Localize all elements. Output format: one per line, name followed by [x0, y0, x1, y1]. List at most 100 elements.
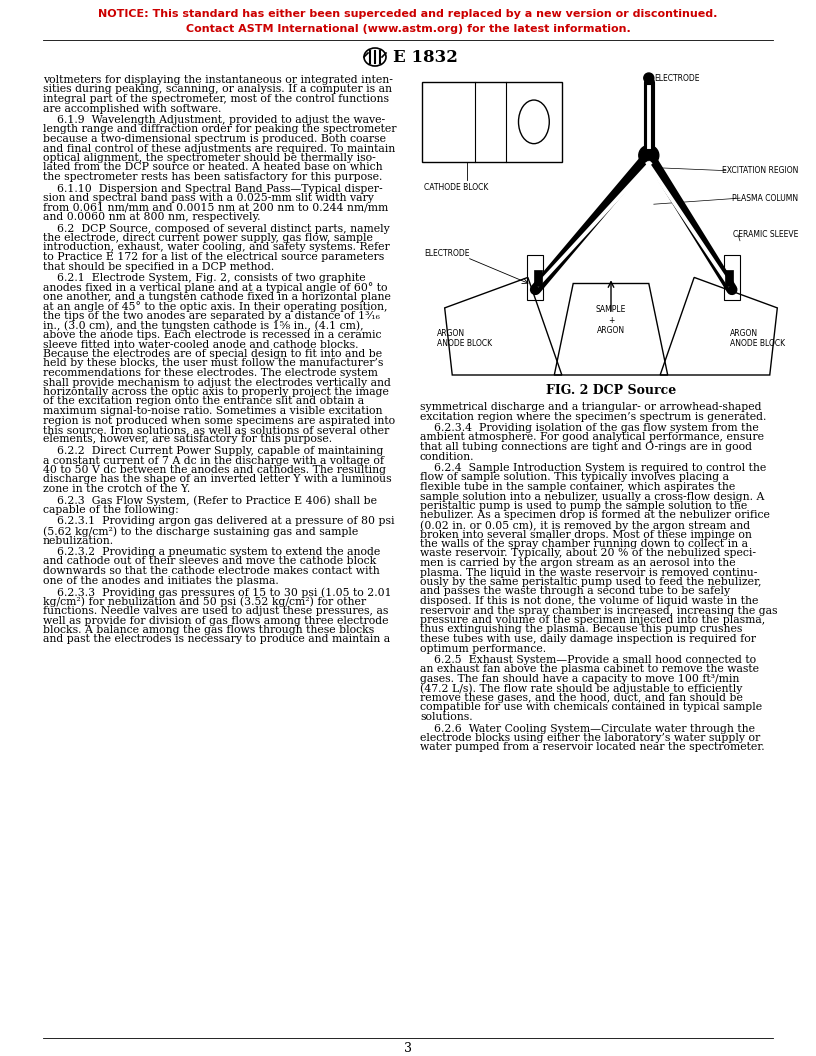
Text: ARGON
ANODE BLOCK: ARGON ANODE BLOCK [730, 328, 785, 348]
Text: 6.2.2  Direct Current Power Supply, capable of maintaining: 6.2.2 Direct Current Power Supply, capab… [43, 446, 384, 456]
Text: 6.2.3.4  Providing isolation of the gas flow system from the: 6.2.3.4 Providing isolation of the gas f… [420, 423, 759, 433]
Text: optical alignment, the spectrometer should be thermally iso-: optical alignment, the spectrometer shou… [43, 153, 375, 163]
Text: 6.1.9  Wavelength Adjustment, provided to adjust the wave-: 6.1.9 Wavelength Adjustment, provided to… [43, 115, 385, 125]
Text: functions. Needle valves are used to adjust these pressures, as: functions. Needle valves are used to adj… [43, 606, 388, 616]
Text: kg/cm²) for nebulization and 50 psi (3.52 kg/cm²) for other: kg/cm²) for nebulization and 50 psi (3.5… [43, 597, 366, 607]
Text: these tubes with use, daily damage inspection is required for: these tubes with use, daily damage inspe… [420, 634, 756, 644]
Text: the electrode, direct current power supply, gas flow, sample: the electrode, direct current power supp… [43, 233, 373, 243]
Text: excitation region where the specimen’s spectrum is generated.: excitation region where the specimen’s s… [420, 412, 766, 421]
Circle shape [639, 146, 659, 166]
Text: from 0.061 nm/mm and 0.0015 nm at 200 nm to 0.244 nm/mm: from 0.061 nm/mm and 0.0015 nm at 200 nm… [43, 203, 388, 212]
Text: of the excitation region onto the entrance slit and obtain a: of the excitation region onto the entran… [43, 396, 364, 407]
Text: flexible tube in the sample container, which aspirates the: flexible tube in the sample container, w… [420, 482, 735, 492]
Text: disposed. If this is not done, the volume of liquid waste in the: disposed. If this is not done, the volum… [420, 596, 758, 606]
Text: lated from the DCP source or heated. A heated base on which: lated from the DCP source or heated. A h… [43, 163, 383, 172]
Text: peristaltic pump is used to pump the sample solution to the: peristaltic pump is used to pump the sam… [420, 501, 747, 511]
Text: 6.2.1  Electrode System, Fig. 2, consists of two graphite: 6.2.1 Electrode System, Fig. 2, consists… [43, 274, 366, 283]
Text: 6.1.10  Dispersion and Spectral Band Pass—Typical disper-: 6.1.10 Dispersion and Spectral Band Pass… [43, 184, 383, 193]
Text: well as provide for division of gas flows among three electrode: well as provide for division of gas flow… [43, 616, 388, 625]
Text: FIG. 2 DCP Source: FIG. 2 DCP Source [546, 383, 676, 396]
Text: nebulization.: nebulization. [43, 535, 114, 546]
Text: 6.2.3  Gas Flow System, (Refer to Practice E 406) shall be: 6.2.3 Gas Flow System, (Refer to Practic… [43, 495, 377, 506]
Text: 6.2.3.1  Providing argon gas delivered at a pressure of 80 psi: 6.2.3.1 Providing argon gas delivered at… [43, 516, 394, 527]
Bar [527, 254, 543, 300]
Text: CATHODE BLOCK: CATHODE BLOCK [424, 183, 488, 192]
Text: and past the electrodes is necessary to produce and maintain a: and past the electrodes is necessary to … [43, 635, 390, 644]
Text: solutions.: solutions. [420, 712, 472, 722]
Text: ARGON
ANODE BLOCK: ARGON ANODE BLOCK [437, 328, 492, 348]
Text: electrode blocks using either the laboratory’s water supply or: electrode blocks using either the labora… [420, 733, 761, 743]
Text: and 0.0060 nm at 800 nm, respectively.: and 0.0060 nm at 800 nm, respectively. [43, 212, 260, 222]
Text: sleeve fitted into water-cooled anode and cathode blocks.: sleeve fitted into water-cooled anode an… [43, 339, 358, 350]
Text: broken into several smaller drops. Most of these impinge on: broken into several smaller drops. Most … [420, 529, 752, 540]
Text: the spectrometer rests has been satisfactory for this purpose.: the spectrometer rests has been satisfac… [43, 172, 383, 182]
Text: at an angle of 45° to the optic axis. In their operating position,: at an angle of 45° to the optic axis. In… [43, 302, 388, 313]
Text: men is carried by the argon stream as an aerosol into the: men is carried by the argon stream as an… [420, 558, 736, 568]
Text: Because the electrodes are of special design to fit into and be: Because the electrodes are of special de… [43, 348, 382, 359]
Text: above the anode tips. Each electrode is recessed in a ceramic: above the anode tips. Each electrode is … [43, 329, 382, 340]
Text: recommendations for these electrodes. The electrode system: recommendations for these electrodes. Th… [43, 367, 378, 378]
Text: symmetrical discharge and a triangular- or arrowhead-shaped: symmetrical discharge and a triangular- … [420, 402, 761, 412]
Text: maximum signal-to-noise ratio. Sometimes a visible excitation: maximum signal-to-noise ratio. Sometimes… [43, 406, 383, 416]
Text: sion and spectral band pass with a 0.025-mm slit width vary: sion and spectral band pass with a 0.025… [43, 193, 374, 203]
Text: 6.2.6  Water Cooling System—Circulate water through the: 6.2.6 Water Cooling System—Circulate wat… [420, 723, 755, 734]
Text: optimum performance.: optimum performance. [420, 643, 546, 654]
Text: 6.2.3.3  Providing gas pressures of 15 to 30 psi (1.05 to 2.01: 6.2.3.3 Providing gas pressures of 15 to… [43, 587, 392, 598]
Text: downwards so that the cathode electrode makes contact with: downwards so that the cathode electrode … [43, 566, 379, 576]
Text: 3: 3 [404, 1041, 412, 1055]
Text: E 1832: E 1832 [393, 49, 458, 65]
Text: shall provide mechanism to adjust the electrodes vertically and: shall provide mechanism to adjust the el… [43, 377, 391, 388]
Text: ambient atmosphere. For good analytical performance, ensure: ambient atmosphere. For good analytical … [420, 433, 764, 442]
Text: the tips of the two anodes are separated by a distance of 1³⁄₁₆: the tips of the two anodes are separated… [43, 312, 380, 321]
Text: 40 to 50 V dc between the anodes and cathodes. The resulting: 40 to 50 V dc between the anodes and cat… [43, 465, 386, 475]
Text: (0.02 in. or 0.05 cm), it is removed by the argon stream and: (0.02 in. or 0.05 cm), it is removed by … [420, 520, 750, 530]
Text: ously by the same peristaltic pump used to feed the nebulizer,: ously by the same peristaltic pump used … [420, 577, 761, 587]
Bar [724, 254, 740, 300]
Text: plasma. The liquid in the waste reservoir is removed continu-: plasma. The liquid in the waste reservoi… [420, 567, 757, 578]
Text: ELECTRODE: ELECTRODE [654, 74, 699, 83]
Text: length range and diffraction order for peaking the spectrometer: length range and diffraction order for p… [43, 125, 397, 134]
Bar [534, 269, 543, 285]
Text: discharge has the shape of an inverted letter Y with a luminous: discharge has the shape of an inverted l… [43, 474, 392, 485]
Text: compatible for use with chemicals contained in typical sample: compatible for use with chemicals contai… [420, 702, 762, 713]
Text: ELECTRODE: ELECTRODE [424, 248, 469, 258]
Text: voltmeters for displaying the instantaneous or integrated inten-: voltmeters for displaying the instantane… [43, 75, 392, 84]
Text: horizontally across the optic axis to properly project the image: horizontally across the optic axis to pr… [43, 386, 389, 397]
Text: region is not produced when some specimens are aspirated into: region is not produced when some specime… [43, 415, 395, 426]
Text: capable of the following:: capable of the following: [43, 505, 179, 515]
Text: an exhaust fan above the plasma cabinet to remove the waste: an exhaust fan above the plasma cabinet … [420, 664, 759, 675]
Text: held by these blocks, the user must follow the manufacturer’s: held by these blocks, the user must foll… [43, 358, 384, 369]
Text: nebulizer. As a specimen drop is formed at the nebulizer orifice: nebulizer. As a specimen drop is formed … [420, 510, 769, 521]
Text: the walls of the spray chamber running down to collect in a: the walls of the spray chamber running d… [420, 539, 748, 549]
Text: sities during peaking, scanning, or analysis. If a computer is an: sities during peaking, scanning, or anal… [43, 84, 392, 94]
Text: are accomplished with software.: are accomplished with software. [43, 103, 221, 113]
Text: reservoir and the spray chamber is increased, increasing the gas: reservoir and the spray chamber is incre… [420, 605, 778, 616]
Text: in., (3.0 cm), and the tungsten cathode is 1⅝ in., (4.1 cm),: in., (3.0 cm), and the tungsten cathode … [43, 321, 364, 332]
Text: this source. Iron solutions, as well as solutions of several other: this source. Iron solutions, as well as … [43, 425, 389, 435]
Text: introduction, exhaust, water cooling, and safety systems. Refer: introduction, exhaust, water cooling, an… [43, 243, 390, 252]
Text: anodes fixed in a vertical plane and at a typical angle of 60° to: anodes fixed in a vertical plane and at … [43, 283, 388, 294]
Text: CERAMIC SLEEVE: CERAMIC SLEEVE [733, 230, 798, 240]
Text: flow of sample solution. This typically involves placing a: flow of sample solution. This typically … [420, 472, 729, 483]
Text: NOTICE: This standard has either been superceded and replaced by a new version o: NOTICE: This standard has either been su… [98, 10, 718, 19]
Text: PLASMA COLUMN: PLASMA COLUMN [732, 193, 798, 203]
Text: 6.2.4  Sample Introduction System is required to control the: 6.2.4 Sample Introduction System is requ… [420, 463, 766, 473]
Text: (5.62 kg/cm²) to the discharge sustaining gas and sample: (5.62 kg/cm²) to the discharge sustainin… [43, 526, 358, 536]
Text: pressure and volume of the specimen injected into the plasma,: pressure and volume of the specimen inje… [420, 615, 765, 625]
Text: water pumped from a reservoir located near the spectrometer.: water pumped from a reservoir located ne… [420, 742, 765, 753]
Text: (47.2 L/s). The flow rate should be adjustable to efficiently: (47.2 L/s). The flow rate should be adju… [420, 683, 743, 694]
Text: gases. The fan should have a capacity to move 100 ft³/min: gases. The fan should have a capacity to… [420, 674, 739, 684]
Text: 6.2.5  Exhaust System—Provide a small hood connected to: 6.2.5 Exhaust System—Provide a small hoo… [420, 655, 756, 665]
Text: sample solution into a nebulizer, usually a cross-flow design. A: sample solution into a nebulizer, usuall… [420, 491, 765, 502]
Text: waste reservoir. Typically, about 20 % of the nebulized speci-: waste reservoir. Typically, about 20 % o… [420, 548, 756, 559]
Text: blocks. A balance among the gas flows through these blocks: blocks. A balance among the gas flows th… [43, 625, 375, 635]
Text: 6.2  DCP Source, composed of several distinct parts, namely: 6.2 DCP Source, composed of several dist… [43, 224, 390, 233]
Text: Contact ASTM International (www.astm.org) for the latest information.: Contact ASTM International (www.astm.org… [185, 24, 631, 34]
Text: thus extinguishing the plasma. Because this pump crushes: thus extinguishing the plasma. Because t… [420, 624, 743, 635]
Text: that all tubing connections are tight and O-rings are in good: that all tubing connections are tight an… [420, 442, 752, 452]
Text: zone in the crotch of the Y.: zone in the crotch of the Y. [43, 484, 190, 494]
Text: and passes the waste through a second tube to be safely: and passes the waste through a second tu… [420, 586, 730, 597]
Text: because a two-dimensional spectrum is produced. Both coarse: because a two-dimensional spectrum is pr… [43, 134, 386, 144]
Text: one of the anodes and initiates the plasma.: one of the anodes and initiates the plas… [43, 576, 279, 585]
Text: condition.: condition. [420, 452, 474, 461]
